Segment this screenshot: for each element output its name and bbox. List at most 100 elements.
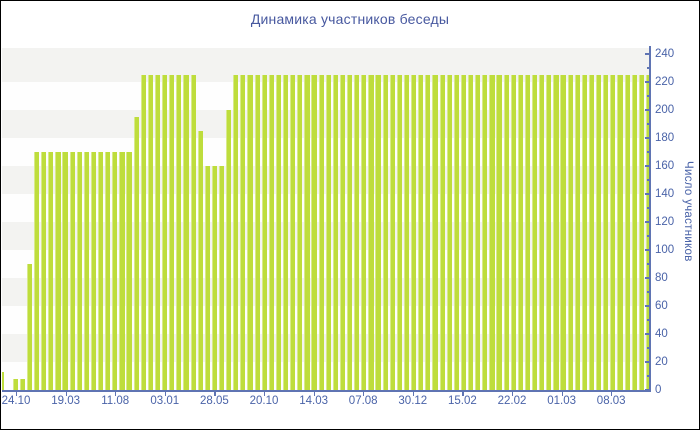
x-tick-label: 07.08 bbox=[348, 395, 378, 407]
bar bbox=[268, 75, 274, 390]
bar bbox=[425, 75, 431, 390]
bar bbox=[275, 75, 282, 390]
bar bbox=[98, 152, 104, 390]
bar bbox=[560, 75, 566, 390]
bar bbox=[283, 75, 289, 390]
bar bbox=[532, 75, 538, 390]
x-tick bbox=[462, 392, 464, 396]
y-major-tick bbox=[644, 361, 651, 363]
x-tick-label: 19.03 bbox=[51, 395, 80, 407]
bar bbox=[83, 152, 89, 390]
y-minor-tick bbox=[646, 95, 651, 97]
bar bbox=[297, 75, 303, 390]
bar bbox=[147, 75, 153, 390]
bar bbox=[247, 75, 253, 390]
bar bbox=[318, 75, 324, 390]
bar bbox=[204, 166, 210, 390]
bar bbox=[453, 75, 459, 390]
bar bbox=[403, 75, 410, 390]
y-tick-label: 120 bbox=[655, 215, 675, 228]
bar bbox=[240, 75, 246, 390]
y-minor-tick bbox=[646, 179, 651, 181]
bar bbox=[389, 75, 395, 390]
y-minor-tick bbox=[646, 151, 651, 153]
bar bbox=[396, 75, 403, 390]
bar bbox=[69, 152, 75, 390]
x-tick-label: 28.05 bbox=[200, 395, 229, 407]
y-tick-label: 0 bbox=[655, 383, 662, 396]
bar bbox=[12, 378, 18, 390]
y-tick-label: 160 bbox=[655, 159, 675, 172]
bar bbox=[539, 75, 545, 390]
chart-title: Динамика участников беседы bbox=[250, 11, 450, 27]
y-major-tick bbox=[644, 81, 651, 83]
y-major-tick bbox=[644, 249, 651, 251]
x-tick bbox=[611, 392, 613, 396]
bar bbox=[467, 75, 474, 390]
plot-area bbox=[2, 48, 649, 390]
bar bbox=[596, 75, 602, 390]
y-minor-tick bbox=[646, 375, 651, 377]
bar bbox=[261, 75, 267, 390]
bar bbox=[41, 152, 47, 390]
bar bbox=[339, 75, 346, 390]
x-tick bbox=[313, 392, 315, 396]
bar bbox=[510, 75, 516, 390]
bar bbox=[140, 75, 146, 390]
bar bbox=[631, 75, 637, 390]
y-major-tick bbox=[644, 333, 651, 335]
bar bbox=[645, 75, 649, 390]
bar bbox=[304, 75, 310, 390]
bar bbox=[574, 75, 580, 390]
bar bbox=[524, 75, 531, 390]
bar bbox=[418, 75, 424, 390]
x-tick-label: 15.02 bbox=[448, 395, 477, 407]
bar bbox=[162, 75, 168, 390]
y-tick-label: 180 bbox=[655, 131, 675, 144]
bar bbox=[489, 75, 495, 390]
x-tick-label: 24.10 bbox=[1, 395, 31, 407]
bar bbox=[581, 75, 588, 390]
x-axis-line bbox=[2, 390, 650, 392]
bar bbox=[624, 75, 630, 390]
y-tick-label: 220 bbox=[655, 75, 675, 88]
bar bbox=[375, 75, 381, 390]
x-tick bbox=[561, 392, 563, 396]
x-tick-label: 14.03 bbox=[299, 395, 328, 407]
x-tick-label: 22.02 bbox=[497, 395, 527, 407]
y-major-tick bbox=[644, 53, 651, 55]
bar bbox=[610, 75, 616, 390]
bar bbox=[176, 75, 182, 390]
bar bbox=[211, 166, 218, 390]
bar bbox=[439, 75, 445, 390]
y-axis-line bbox=[649, 46, 651, 392]
bar bbox=[567, 75, 573, 390]
x-tick-label: 11.08 bbox=[101, 395, 130, 407]
bar bbox=[347, 75, 353, 390]
bar bbox=[517, 75, 523, 390]
x-tick bbox=[363, 392, 365, 396]
y-major-tick bbox=[644, 137, 651, 139]
y-tick-label: 80 bbox=[655, 271, 668, 284]
bar bbox=[325, 75, 331, 390]
x-tick bbox=[264, 392, 266, 396]
bar bbox=[460, 75, 467, 390]
y-tick-label: 200 bbox=[655, 103, 675, 116]
bar bbox=[603, 75, 609, 390]
y-tick-label: 40 bbox=[655, 327, 668, 340]
x-tick bbox=[412, 392, 415, 396]
y-major-tick bbox=[644, 277, 651, 279]
bar bbox=[76, 152, 82, 390]
x-tick bbox=[16, 392, 18, 396]
bar bbox=[553, 75, 559, 390]
bar bbox=[2, 371, 4, 390]
bar bbox=[432, 75, 438, 390]
x-tick bbox=[164, 392, 167, 396]
y-tick-label: 140 bbox=[655, 187, 675, 200]
bar bbox=[105, 152, 111, 390]
bar bbox=[368, 75, 374, 390]
bar bbox=[254, 75, 260, 390]
x-tick bbox=[512, 392, 514, 396]
y-major-tick bbox=[644, 165, 651, 167]
bar bbox=[226, 110, 232, 390]
